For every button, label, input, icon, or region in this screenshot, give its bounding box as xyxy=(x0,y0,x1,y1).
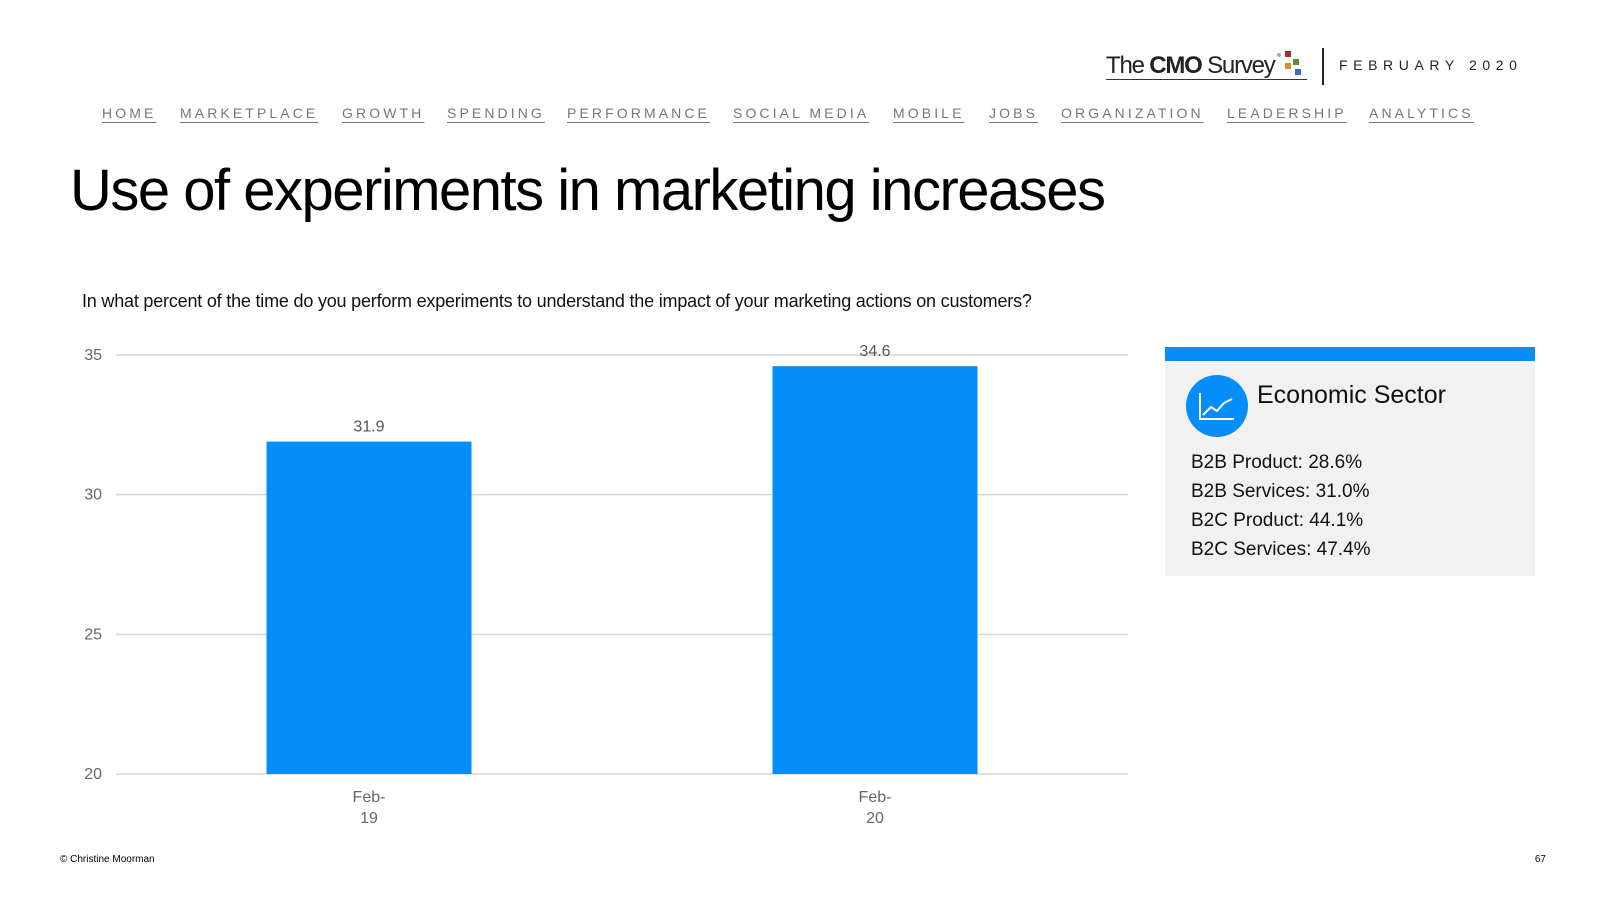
x-tick-label: 19 xyxy=(360,810,378,827)
nav-leadership[interactable]: LEADERSHIP xyxy=(1227,105,1347,121)
y-tick-label: 30 xyxy=(84,487,102,504)
survey-question: In what percent of the time do you perfo… xyxy=(82,291,1032,311)
nav-organization[interactable]: ORGANIZATION xyxy=(1061,105,1204,121)
line-chart-icon xyxy=(1186,375,1248,437)
nav-growth[interactable]: GROWTH xyxy=(342,105,425,121)
economic-sector-panel: Economic Sector B2B Product: 28.6% B2B S… xyxy=(1165,347,1535,576)
nav-jobs[interactable]: JOBS xyxy=(989,105,1038,121)
bar xyxy=(266,441,472,774)
nav-performance[interactable]: PERFORMANCE xyxy=(567,105,710,121)
sector-list: B2B Product: 28.6% B2B Services: 31.0% B… xyxy=(1191,448,1371,564)
nav-social-media[interactable]: SOCIAL MEDIA xyxy=(733,105,870,121)
sector-item: B2C Product: 44.1% xyxy=(1191,510,1364,531)
sector-item: B2C Services: 47.4% xyxy=(1191,539,1371,560)
sector-item: B2B Product: 28.6% xyxy=(1191,452,1363,473)
nav-analytics[interactable]: ANALYTICS xyxy=(1369,105,1474,121)
report-date: FEBRUARY 2020 xyxy=(1339,57,1523,73)
panel-title: Economic Sector xyxy=(1257,381,1446,409)
x-tick-label: 20 xyxy=(866,810,884,827)
y-tick-label: 35 xyxy=(84,347,102,364)
copyright: © Christine Moorman xyxy=(60,854,155,865)
logo-dots-icon xyxy=(1276,51,1313,81)
panel-accent-bar xyxy=(1165,347,1535,361)
data-label: 31.9 xyxy=(353,419,384,436)
logo-text: The CMO Survey xyxy=(1106,52,1276,79)
y-tick-label: 20 xyxy=(84,766,102,783)
nav-home[interactable]: HOME xyxy=(102,105,157,121)
cmo-survey-logo: The CMO Survey xyxy=(1106,48,1313,84)
nav-mobile[interactable]: MOBILE xyxy=(893,105,965,121)
nav-marketplace[interactable]: MARKETPLACE xyxy=(180,105,319,121)
data-label: 34.6 xyxy=(859,343,890,360)
section-nav: HOME MARKETPLACE GROWTH SPENDING PERFORM… xyxy=(102,105,1502,127)
sector-item: B2B Services: 31.0% xyxy=(1191,481,1370,502)
bar xyxy=(772,366,978,774)
page-title: Use of experiments in marketing increase… xyxy=(70,158,1106,223)
nav-spending[interactable]: SPENDING xyxy=(447,105,545,121)
logo-underline xyxy=(1106,79,1307,80)
header-divider xyxy=(1322,48,1324,85)
x-tick-label: Feb- xyxy=(353,789,386,806)
x-tick-label: Feb- xyxy=(859,789,892,806)
page-number: 67 xyxy=(1534,854,1546,865)
y-tick-label: 25 xyxy=(84,626,102,643)
